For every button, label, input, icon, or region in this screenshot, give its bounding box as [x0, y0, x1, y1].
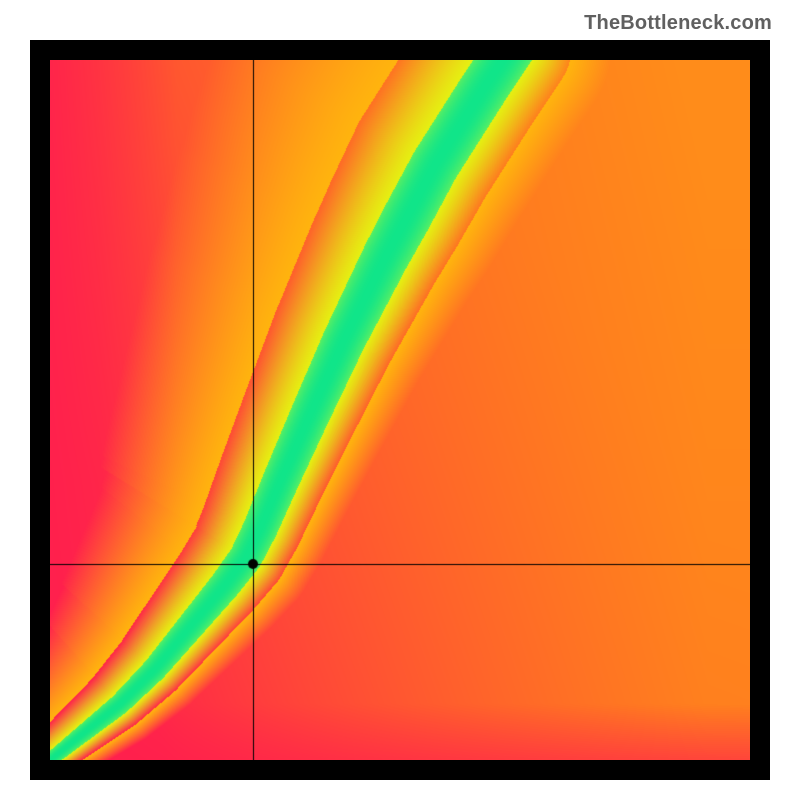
- chart-container: TheBottleneck.com: [0, 0, 800, 800]
- plot-black-frame: [30, 40, 770, 780]
- watermark: TheBottleneck.com: [584, 12, 772, 35]
- heatmap-canvas: [50, 60, 750, 760]
